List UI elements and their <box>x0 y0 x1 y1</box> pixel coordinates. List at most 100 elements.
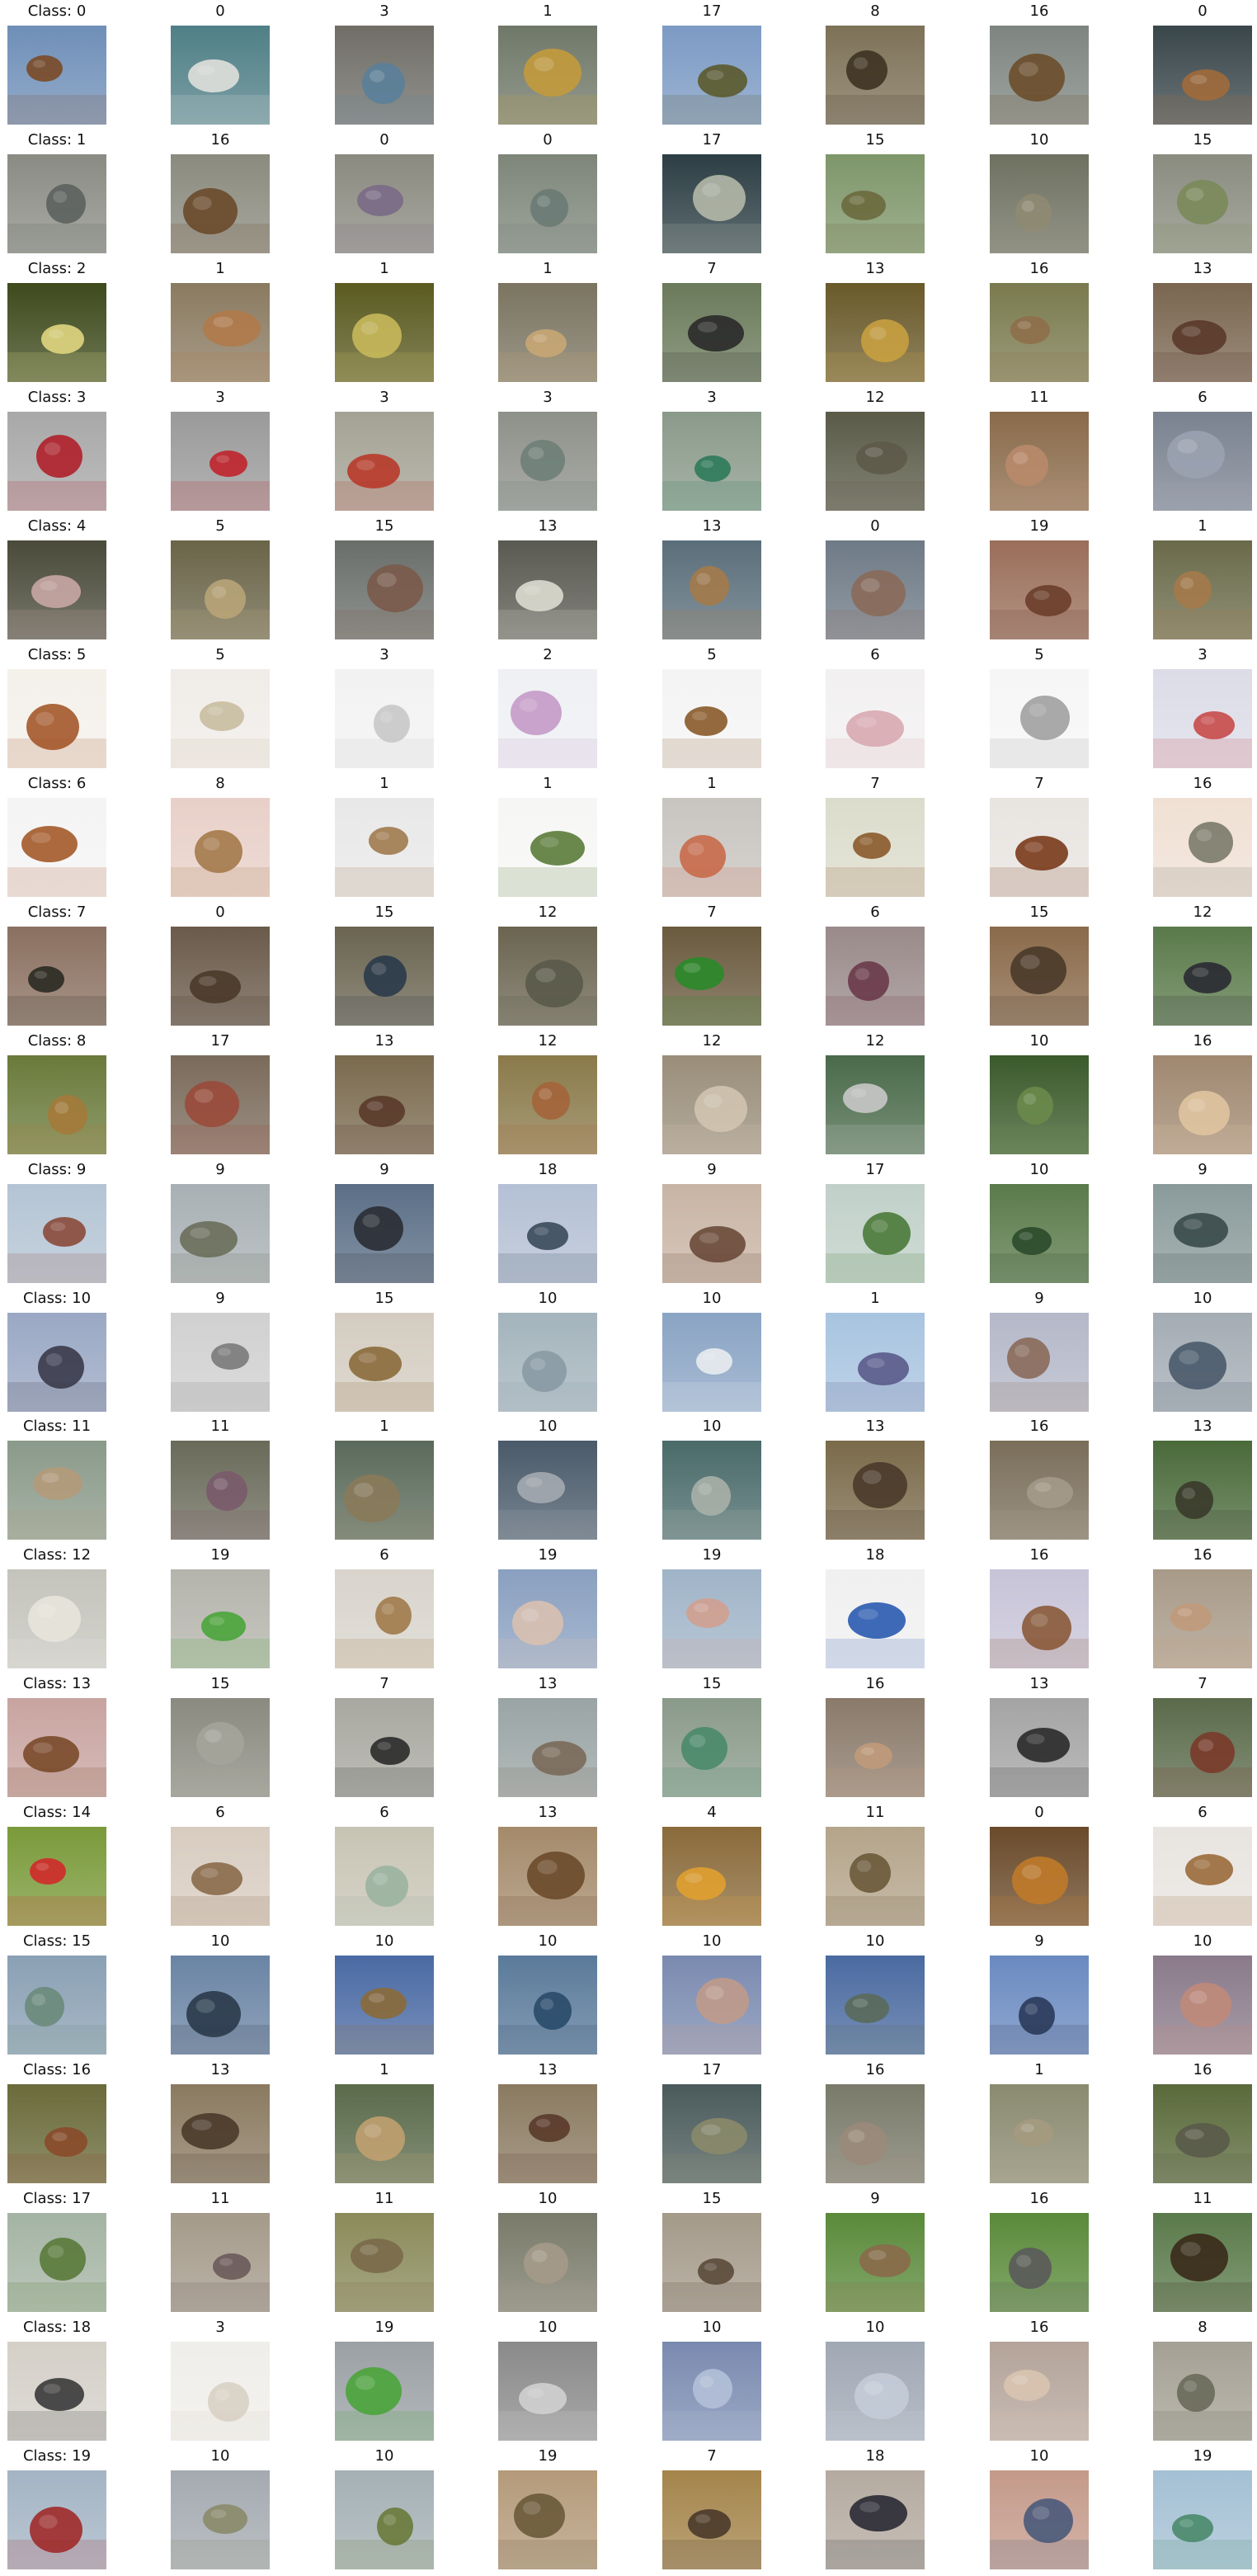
thumbnail-highlight <box>190 1227 210 1238</box>
thumbnail-image: lizard on rock <box>171 1698 270 1798</box>
predicted-label: 1 <box>379 1418 389 1436</box>
predicted-label: 3 <box>543 388 553 406</box>
thumbnail-highlight <box>528 446 544 460</box>
thumbnail-image: silver tin <box>498 411 597 511</box>
predicted-label: 10 <box>538 1932 558 1951</box>
thumbnail-highlight <box>534 57 554 72</box>
sample-thumbnail: striped glass <box>1153 668 1252 768</box>
thumbnail-subject: cloudy sky <box>517 1472 565 1504</box>
thumbnail-ground <box>498 738 597 768</box>
sample-thumbnail: brick house <box>7 1183 106 1283</box>
thumbnail-image: fish on blue <box>826 1312 925 1412</box>
thumbnail-subject: bison <box>1170 2234 1228 2282</box>
thumbnail-ground <box>498 866 597 897</box>
row-class-title: Class: 1 <box>27 130 87 149</box>
thumbnail-ground <box>662 1381 761 1412</box>
thumbnail-image: golden fish <box>498 26 597 125</box>
thumbnail-highlight <box>211 586 227 598</box>
predicted-label: 10 <box>538 2319 558 2337</box>
thumbnail-image: pale tree <box>662 153 761 253</box>
thumbnail-subject: dark glass tower <box>354 1205 403 1251</box>
thumbnail-highlight <box>1021 200 1035 212</box>
thumbnail-subject: tiffany lamp <box>685 705 727 736</box>
thumbnail-ground <box>662 223 761 253</box>
thumbnail-image: flying bird <box>335 153 434 253</box>
thumbnail-ground <box>990 1767 1089 1798</box>
thumbnail-subject: telephone <box>200 701 244 731</box>
sample-thumbnail: tiger on pink <box>171 797 270 897</box>
thumbnail-image: tiger on pink <box>171 797 270 897</box>
thumbnail-image: ocean <box>498 1956 597 2055</box>
sample-thumbnail: snail on sand <box>171 2084 270 2184</box>
predicted-label: 9 <box>1198 1160 1208 1178</box>
thumbnail-subject: small rodent on grey <box>1009 54 1065 101</box>
thumbnail-ground <box>1153 2154 1252 2184</box>
thumbnail-image: insect on sand <box>662 2470 761 2569</box>
thumbnail-subject: wardrobe <box>1185 1854 1233 1886</box>
thumbnail-subject: pickup truck <box>850 2495 907 2531</box>
thumbnail-ground <box>7 2025 106 2055</box>
thumbnail-subject: bird of prey on rock <box>26 55 63 82</box>
predicted-label: 10 <box>1193 1289 1212 1307</box>
thumbnail-subject: mushroom <box>31 574 81 608</box>
sample-thumbnail: beetle <box>826 797 925 897</box>
thumbnail-highlight <box>1179 1349 1199 1365</box>
thumbnail-subject: silver tin <box>520 439 565 481</box>
thumbnail-image: snail <box>498 2084 597 2184</box>
sample-thumbnail: striped fish <box>335 282 434 382</box>
thumbnail-image: purple chair <box>826 926 925 1026</box>
thumbnail-ground <box>990 1124 1089 1154</box>
predicted-label: 13 <box>538 1804 558 1822</box>
sample-thumbnail: skunk in brush <box>826 1054 925 1154</box>
thumbnail-highlight <box>1177 1608 1193 1617</box>
thumbnail-subject: flatfish on plate <box>369 826 408 855</box>
thumbnail-ground <box>498 2025 597 2055</box>
thumbnail-highlight <box>856 716 877 728</box>
thumbnail-highlight <box>353 1483 374 1498</box>
thumbnail-highlight <box>39 2514 58 2529</box>
thumbnail-subject: flatfish <box>203 309 261 347</box>
thumbnail-highlight <box>379 710 393 723</box>
predicted-label: 10 <box>865 1932 885 1951</box>
thumbnail-subject: wooden chair <box>21 825 78 862</box>
predicted-label: 0 <box>870 517 880 535</box>
row-class-title: Class: 12 <box>22 1546 92 1564</box>
sample-thumbnail: trout <box>1153 540 1252 639</box>
sample-thumbnail: animal in dark water <box>1153 26 1252 125</box>
thumbnail-subject: hamster <box>854 1743 892 1770</box>
thumbnail-subject: coastline <box>1169 1341 1226 1389</box>
thumbnail-image: spider on green <box>662 282 761 382</box>
predicted-label: 15 <box>702 1675 722 1693</box>
thumbnail-highlight <box>698 1483 713 1496</box>
row-class-title: Class: 7 <box>27 903 87 921</box>
thumbnail-subject: crab <box>1190 1732 1235 1774</box>
thumbnail-highlight <box>219 2258 233 2267</box>
row-class-title: Class: 3 <box>27 388 87 406</box>
thumbnail-image: spotted snake <box>990 926 1089 1026</box>
thumbnail-image: clouds <box>662 1441 761 1540</box>
thumbnail-subject: animal in field <box>351 2239 403 2274</box>
thumbnail-highlight <box>209 1616 225 1626</box>
predicted-label: 0 <box>215 2 225 20</box>
thumbnail-image: rabbit in grass <box>990 282 1089 382</box>
thumbnail-subject: spider on green <box>688 314 744 351</box>
thumbnail-subject: fish <box>344 1474 400 1523</box>
sample-thumbnail: grey shark <box>498 153 597 253</box>
thumbnail-image: animal lying down <box>990 411 1089 511</box>
predicted-label: 12 <box>865 1031 885 1050</box>
predicted-label: 19 <box>374 2319 394 2337</box>
thumbnail-subject: ocean <box>534 1992 572 2031</box>
sample-thumbnail: large stone building <box>1153 1183 1252 1283</box>
sample-thumbnail: spider <box>990 1698 1089 1798</box>
thumbnail-highlight <box>50 1221 66 1231</box>
thumbnail-subject: red and white can <box>210 450 247 477</box>
thumbnail-ground <box>662 95 761 125</box>
predicted-label: 19 <box>538 2447 558 2465</box>
predicted-label: 17 <box>210 1031 230 1050</box>
sample-thumbnail: wall telephone <box>171 540 270 639</box>
thumbnail-ground <box>662 2282 761 2313</box>
thumbnail-highlight <box>849 196 865 205</box>
sample-thumbnail: bird on ground <box>990 1569 1089 1669</box>
thumbnail-image: animal in fire <box>990 1827 1089 1927</box>
